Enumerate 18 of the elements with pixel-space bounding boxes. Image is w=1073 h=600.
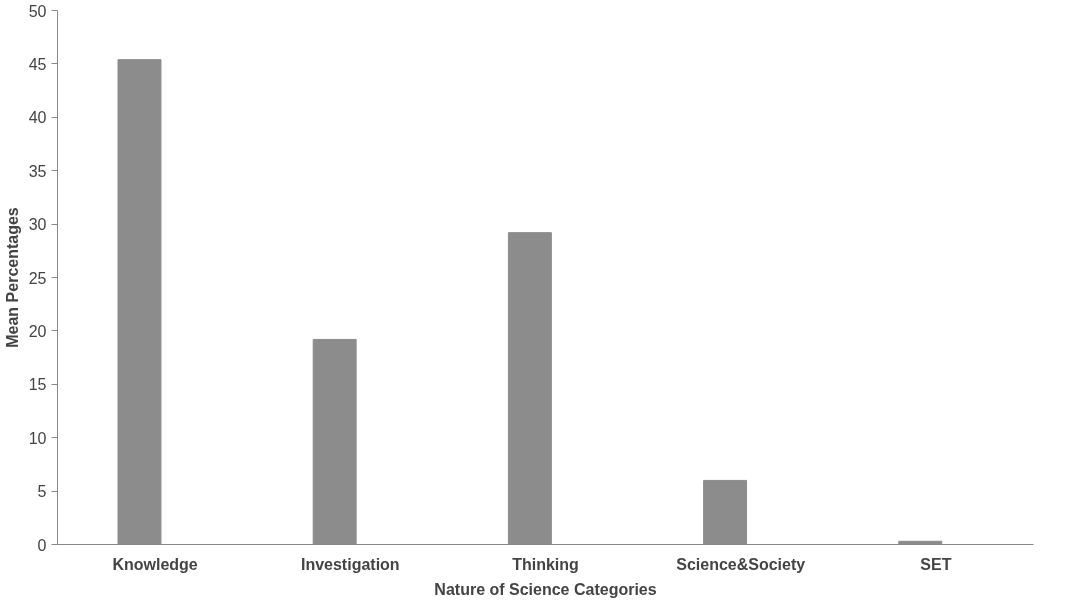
y-axis-title: Mean Percentages <box>3 207 21 348</box>
x-tick-label: Investigation <box>300 555 400 573</box>
x-tick-label: Knowledge <box>112 555 198 573</box>
y-tick-label: 35 <box>28 162 47 180</box>
x-tick-label: Science&Society <box>676 555 806 573</box>
y-tick-label: 5 <box>37 483 47 501</box>
y-tick-label: 15 <box>28 376 47 394</box>
y-tick-label: 45 <box>28 55 47 73</box>
y-tick-label: 50 <box>28 2 47 20</box>
y-tick-label: 0 <box>37 536 47 554</box>
x-tick-label: Thinking <box>512 555 579 573</box>
x-axis-title: Nature of Science Categories <box>434 580 657 598</box>
y-tick-label: 30 <box>28 216 47 234</box>
y-tick-label: 10 <box>28 429 47 447</box>
y-tick-label: 25 <box>28 269 47 287</box>
y-tick-label: 40 <box>28 109 47 127</box>
y-tick-label: 20 <box>28 322 47 340</box>
x-tick-label: SET <box>920 555 952 573</box>
